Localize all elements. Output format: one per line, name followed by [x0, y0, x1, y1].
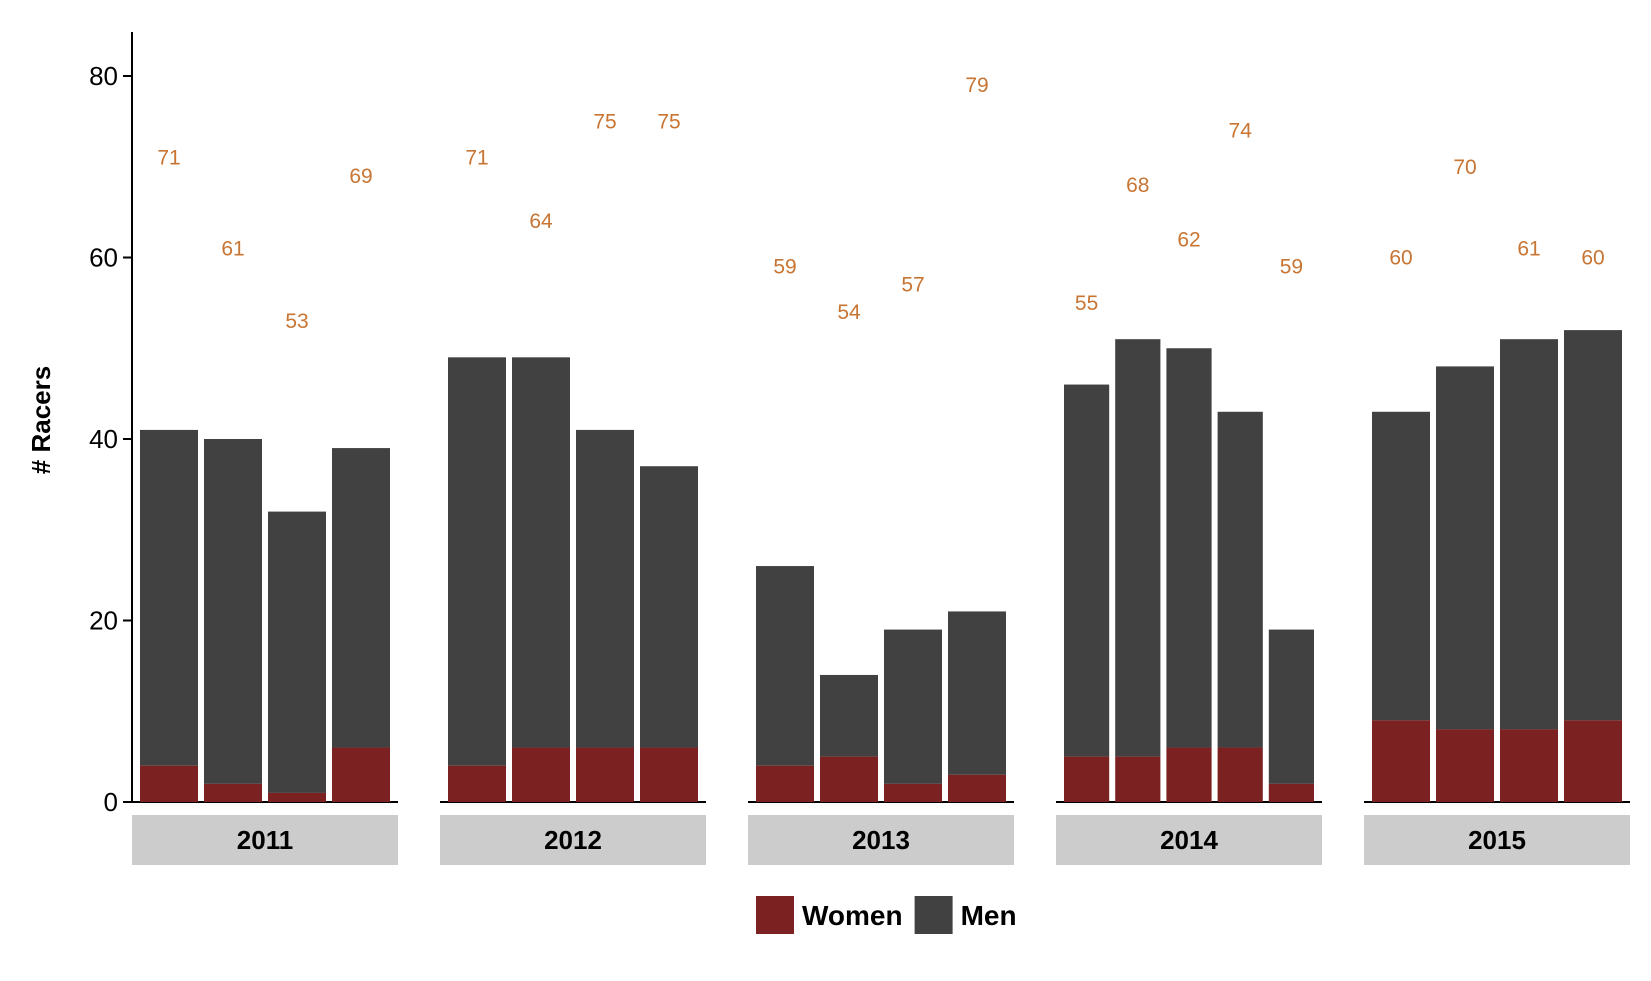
bar-value-label: 79	[965, 74, 988, 97]
facet-strip	[748, 815, 1014, 865]
facet-strip	[132, 815, 398, 865]
bar-women	[1166, 747, 1212, 802]
bar-men	[820, 674, 878, 757]
bar-men	[140, 429, 198, 766]
facet-strip-label: 2013	[852, 825, 910, 855]
bar-women	[448, 765, 506, 802]
bar-value-label: 60	[1581, 247, 1604, 270]
bar-men	[268, 511, 326, 793]
bar-men	[756, 566, 814, 766]
bar-men	[1064, 384, 1110, 757]
facet-strip-label: 2015	[1468, 825, 1526, 855]
bar-value-label: 68	[1126, 174, 1149, 197]
bar-men	[576, 429, 634, 748]
bar-men	[204, 439, 262, 784]
bar-men	[1500, 339, 1558, 730]
facet-strip-label: 2011	[237, 825, 293, 855]
facet-strip-label: 2012	[544, 825, 602, 855]
facet-strip	[440, 815, 706, 865]
bar-men	[1115, 339, 1161, 757]
y-tick-label: 60	[89, 243, 118, 273]
bar-men	[1268, 629, 1314, 784]
bar-men	[884, 629, 942, 784]
bar-women	[1372, 720, 1430, 802]
legend-swatch-men	[914, 896, 953, 934]
bar-women	[1436, 729, 1494, 802]
bar-men	[948, 611, 1006, 775]
bar-men	[1372, 411, 1430, 721]
legend-swatch-women	[756, 896, 794, 934]
bar-value-label: 74	[1229, 119, 1253, 142]
bar-value-label: 54	[837, 301, 861, 324]
bar-value-label: 70	[1453, 156, 1476, 179]
bar-women	[1064, 756, 1110, 802]
y-tick-label: 20	[89, 606, 118, 636]
bar-women	[820, 756, 878, 802]
bar-value-label: 59	[1280, 256, 1303, 279]
bar-men	[512, 357, 570, 748]
bar-value-label: 61	[1517, 237, 1540, 260]
bar-women	[512, 747, 570, 802]
bar-women	[1564, 720, 1622, 802]
facet-strip	[1364, 815, 1630, 865]
bar-men	[1217, 411, 1263, 748]
bar-value-label: 60	[1389, 247, 1412, 270]
y-tick-label: 0	[104, 787, 118, 817]
bar-value-label: 57	[901, 274, 924, 297]
bar-value-label: 75	[657, 110, 680, 133]
bar-value-label: 69	[349, 165, 372, 188]
bar-men	[1166, 348, 1212, 748]
bar-value-label: 55	[1075, 292, 1098, 315]
bar-value-label: 71	[465, 147, 488, 170]
y-axis-title: # Racers	[26, 366, 56, 474]
bar-women	[332, 747, 390, 802]
bar-women	[884, 783, 942, 802]
bar-women	[1500, 729, 1558, 802]
bar-men	[1436, 366, 1494, 730]
facet-strip-label: 2014	[1160, 825, 1218, 855]
bar-women	[140, 765, 198, 802]
bar-women	[576, 747, 634, 802]
bar-women	[1217, 747, 1263, 802]
bar-women	[948, 774, 1006, 802]
y-tick-label: 40	[89, 424, 118, 454]
bar-women	[1268, 783, 1314, 802]
bar-women	[204, 783, 262, 802]
bar-value-label: 62	[1177, 228, 1200, 251]
facet-strip	[1056, 815, 1322, 865]
bar-value-label: 75	[593, 110, 616, 133]
bar-value-label: 61	[221, 237, 244, 260]
bar-men	[1564, 330, 1622, 721]
bar-women	[1115, 756, 1161, 802]
bar-value-label: 59	[773, 256, 796, 279]
bar-women	[756, 765, 814, 802]
legend-label-women: Women	[802, 900, 903, 931]
bar-men	[332, 448, 390, 748]
y-tick-label: 80	[89, 61, 118, 91]
legend-label-men: Men	[961, 900, 1017, 931]
bar-women	[268, 792, 326, 802]
bar-men	[448, 357, 506, 766]
bar-value-label: 71	[157, 147, 180, 170]
bar-value-label: 64	[529, 210, 553, 233]
bar-value-label: 53	[285, 310, 308, 333]
bar-women	[640, 747, 698, 802]
bar-men	[640, 466, 698, 748]
